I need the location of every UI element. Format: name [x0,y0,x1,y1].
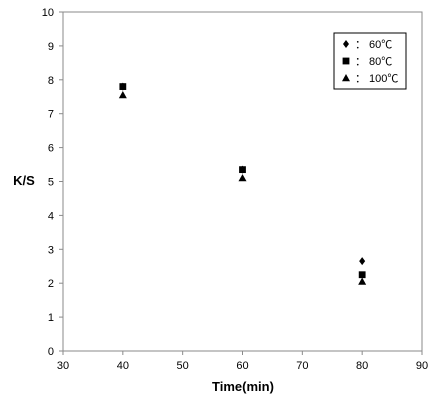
legend-marker-square [342,57,350,65]
data-point-diamond [359,257,366,266]
x-tick-label: 90 [416,360,428,372]
x-axis-title: Time(min) [212,379,274,394]
x-tick-label: 70 [296,360,308,372]
axis-ticks [59,11,423,355]
legend-label: ： 60℃ [355,39,392,51]
x-tick-label: 40 [117,360,129,372]
legend-marker-triangle [342,74,350,82]
legend-item: ： 60℃ [343,39,392,51]
legend-label: ： 80℃ [355,56,392,68]
data-point-triangle [358,277,367,285]
series-triangle [118,91,367,285]
series-square [119,83,366,279]
legend-marker-diamond [343,40,349,48]
y-tick-label: 8 [48,75,54,87]
y-tick-label: 7 [48,109,54,121]
y-axis-title: K/S [13,173,35,188]
data-point-square [358,271,366,279]
x-tick-label: 60 [236,360,248,372]
y-tick-label: 9 [48,41,54,53]
y-tick-label: 10 [42,7,54,19]
legend-item: ： 100℃ [342,73,398,85]
data-point-triangle [238,174,247,182]
legend-item: ： 80℃ [342,56,392,68]
y-tick-label: 5 [48,177,54,189]
x-tick-label: 50 [177,360,189,372]
x-tick-label: 80 [356,360,368,372]
x-tick-label: 30 [57,360,69,372]
legend-label: ： 100℃ [355,73,398,85]
data-point-square [119,83,127,90]
y-tick-label: 4 [48,210,54,222]
legend: ： 60℃ ： 80℃ ： 100℃ [333,32,407,90]
y-tick-label: 0 [48,346,54,358]
y-tick-label: 3 [48,244,54,256]
data-markers [118,82,367,285]
series-diamond [119,82,366,266]
y-tick-label: 6 [48,143,54,155]
data-point-triangle [118,91,127,99]
y-tick-label: 1 [48,312,54,324]
data-point-square [239,166,246,174]
y-tick-label: 2 [48,278,54,290]
axis-tick-labels: 30 40 50 60 70 80 90 0 1 2 3 4 5 6 7 8 9 10 [42,7,428,372]
